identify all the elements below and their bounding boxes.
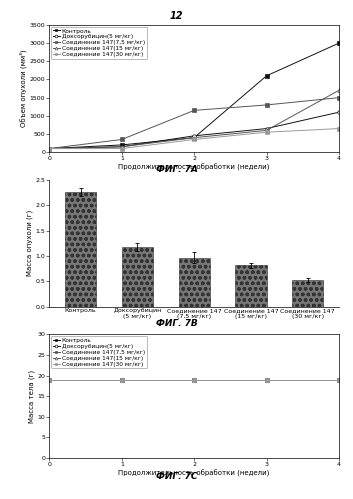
Bar bbox=[292, 280, 323, 307]
Bar bbox=[122, 247, 153, 307]
Контроль bbox=[47, 146, 52, 152]
Доксорубицин(5 мг/кг) bbox=[337, 377, 341, 383]
Bar bbox=[179, 257, 210, 307]
Соединение 147(7,5 мг/кг) bbox=[337, 95, 341, 101]
Соединение 147(15 мг/кг) bbox=[120, 377, 124, 383]
Line: Контроль: Контроль bbox=[48, 41, 341, 150]
Text: 12: 12 bbox=[170, 11, 183, 21]
Соединение 147(15 мг/кг) bbox=[47, 377, 52, 383]
Line: Соединение 147(30 мг/кг): Соединение 147(30 мг/кг) bbox=[48, 127, 341, 150]
Доксорубицин(5 мг/кг) bbox=[192, 133, 196, 139]
Контроль bbox=[192, 377, 196, 383]
Line: Контроль: Контроль bbox=[48, 378, 341, 381]
Bar bbox=[235, 265, 267, 307]
Доксорубицин(5 мг/кг) bbox=[264, 126, 269, 132]
Соединение 147(15 мг/кг) bbox=[337, 377, 341, 383]
Соединение 147(30 мг/кг) bbox=[337, 377, 341, 383]
Контроль bbox=[337, 40, 341, 46]
Line: Соединение 147(15 мг/кг): Соединение 147(15 мг/кг) bbox=[48, 89, 341, 150]
Bar bbox=[65, 192, 96, 307]
Соединение 147(7,5 мг/кг) bbox=[192, 107, 196, 113]
Соединение 147(30 мг/кг) bbox=[47, 377, 52, 383]
Соединение 147(7,5 мг/кг) bbox=[192, 377, 196, 383]
Доксорубицин(5 мг/кг) bbox=[337, 109, 341, 115]
Доксорубицин(5 мг/кг) bbox=[47, 377, 52, 383]
Соединение 147(15 мг/кг) bbox=[264, 377, 269, 383]
Контроль bbox=[120, 142, 124, 148]
Y-axis label: Масса опухоли (г): Масса опухоли (г) bbox=[26, 210, 32, 276]
Контроль bbox=[192, 135, 196, 141]
Соединение 147(30 мг/кг) bbox=[192, 137, 196, 143]
Line: Соединение 147(30 мг/кг): Соединение 147(30 мг/кг) bbox=[48, 378, 341, 381]
Соединение 147(15 мг/кг) bbox=[192, 377, 196, 383]
Line: Соединение 147(7,5 мг/кг): Соединение 147(7,5 мг/кг) bbox=[48, 96, 341, 150]
Legend: Контроль, Доксорубицин(5 мг/кг), Соединение 147(7,5 мг/кг), Соединение 147(15 мг: Контроль, Доксорубицин(5 мг/кг), Соедине… bbox=[51, 336, 146, 368]
Соединение 147(30 мг/кг) bbox=[120, 146, 124, 152]
Y-axis label: Объем опухоли (мм³): Объем опухоли (мм³) bbox=[19, 50, 27, 127]
Контроль bbox=[264, 377, 269, 383]
Контроль bbox=[264, 73, 269, 79]
Text: ФИГ. 7С: ФИГ. 7С bbox=[156, 472, 197, 481]
Соединение 147(30 мг/кг) bbox=[264, 129, 269, 135]
Line: Соединение 147(15 мг/кг): Соединение 147(15 мг/кг) bbox=[48, 378, 341, 381]
Доксорубицин(5 мг/кг) bbox=[192, 377, 196, 383]
Соединение 147(15 мг/кг) bbox=[120, 144, 124, 150]
Контроль bbox=[47, 377, 52, 383]
Соединение 147(30 мг/кг) bbox=[47, 146, 52, 152]
Соединение 147(15 мг/кг) bbox=[192, 135, 196, 141]
Line: Доксорубицин(5 мг/кг): Доксорубицин(5 мг/кг) bbox=[48, 378, 341, 381]
Доксорубицин(5 мг/кг) bbox=[120, 144, 124, 150]
Доксорубицин(5 мг/кг) bbox=[120, 377, 124, 383]
Соединение 147(7,5 мг/кг) bbox=[120, 377, 124, 383]
Соединение 147(30 мг/кг) bbox=[264, 377, 269, 383]
X-axis label: Продолжительность обработки (недели): Продолжительность обработки (недели) bbox=[119, 164, 270, 172]
X-axis label: Продолжительность обработки (недели): Продолжительность обработки (недели) bbox=[119, 470, 270, 478]
Соединение 147(7,5 мг/кг) bbox=[264, 377, 269, 383]
Соединение 147(30 мг/кг) bbox=[192, 377, 196, 383]
Соединение 147(30 мг/кг) bbox=[337, 126, 341, 132]
Соединение 147(15 мг/кг) bbox=[337, 87, 341, 93]
Line: Доксорубицин(5 мг/кг): Доксорубицин(5 мг/кг) bbox=[48, 110, 341, 150]
Контроль bbox=[337, 377, 341, 383]
Соединение 147(15 мг/кг) bbox=[47, 146, 52, 152]
Доксорубицин(5 мг/кг) bbox=[47, 146, 52, 152]
Контроль bbox=[120, 377, 124, 383]
Соединение 147(7,5 мг/кг) bbox=[47, 377, 52, 383]
Text: ФИГ. 7А: ФИГ. 7А bbox=[156, 165, 197, 174]
Line: Соединение 147(7,5 мг/кг): Соединение 147(7,5 мг/кг) bbox=[48, 378, 341, 381]
Соединение 147(15 мг/кг) bbox=[264, 127, 269, 133]
Соединение 147(7,5 мг/кг) bbox=[337, 377, 341, 383]
Соединение 147(30 мг/кг) bbox=[120, 377, 124, 383]
Text: ФИГ. 7В: ФИГ. 7В bbox=[156, 319, 197, 328]
Legend: Контроль, Доксорубицин(5 мг/кг), Соединение 147(7,5 мг/кг), Соединение 147(15 мг: Контроль, Доксорубицин(5 мг/кг), Соедине… bbox=[51, 27, 146, 59]
Y-axis label: Масса тела (г): Масса тела (г) bbox=[28, 370, 35, 423]
Соединение 147(7,5 мг/кг) bbox=[264, 102, 269, 108]
Соединение 147(7,5 мг/кг) bbox=[120, 137, 124, 143]
Соединение 147(7,5 мг/кг) bbox=[47, 146, 52, 152]
Доксорубицин(5 мг/кг) bbox=[264, 377, 269, 383]
